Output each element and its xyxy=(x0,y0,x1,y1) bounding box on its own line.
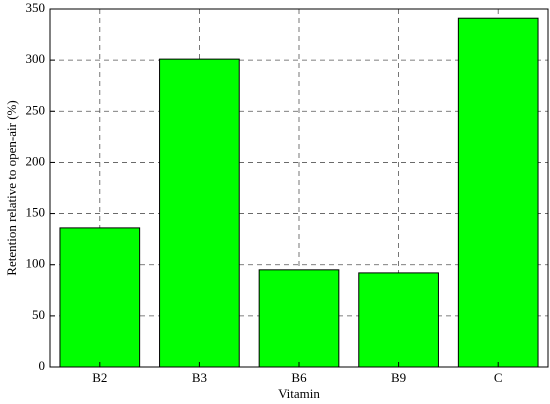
y-tick-label: 300 xyxy=(26,51,46,66)
bar xyxy=(159,58,240,368)
y-tick-label: 50 xyxy=(32,307,45,322)
y-tick-label: 150 xyxy=(26,205,46,220)
bar xyxy=(358,272,439,368)
y-axis-label: Retention relative to open-air (%) xyxy=(4,100,19,275)
x-tick-label: B9 xyxy=(391,370,406,385)
x-tick-label: C xyxy=(494,370,503,385)
x-tick-label: B3 xyxy=(192,370,207,385)
axes-box xyxy=(49,8,549,368)
x-axis-label: Vitamin xyxy=(278,386,320,401)
bar xyxy=(258,269,340,368)
x-tick-label: B2 xyxy=(92,370,107,385)
bar xyxy=(59,227,141,368)
y-tick-label: 350 xyxy=(26,0,46,15)
y-tick-label: 250 xyxy=(26,102,46,117)
bar xyxy=(457,17,539,368)
x-tick-label: B6 xyxy=(291,370,307,385)
y-tick-label: 0 xyxy=(39,358,46,373)
y-tick-label: 100 xyxy=(26,256,46,271)
y-tick-label: 200 xyxy=(26,153,46,168)
